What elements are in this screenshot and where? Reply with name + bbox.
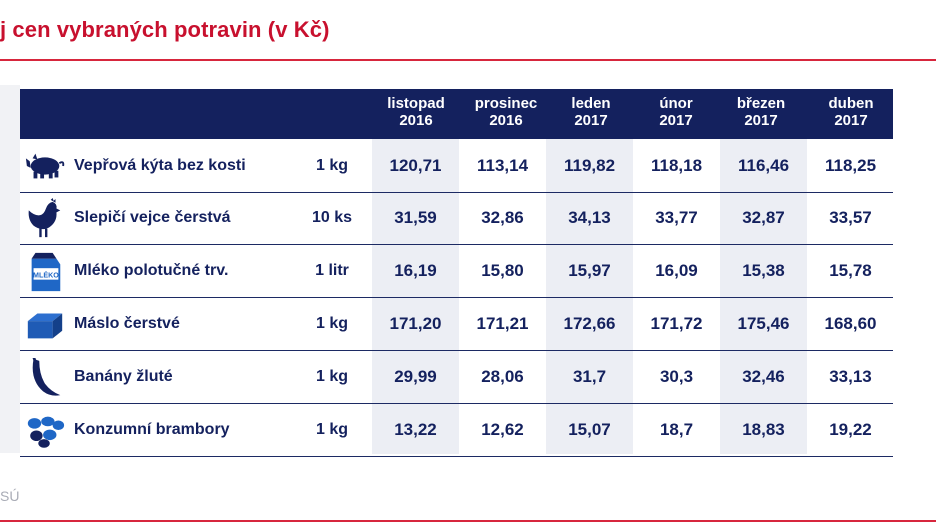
product-unit: 1 kg bbox=[315, 156, 348, 174]
butter-icon bbox=[24, 304, 66, 346]
chart-title: j cen vybraných potravin (v Kč) bbox=[0, 17, 330, 42]
price-cell: 15,80 bbox=[481, 261, 524, 280]
column-shade bbox=[372, 139, 459, 454]
product-name: Máslo čerstvé bbox=[74, 315, 180, 332]
price-cell: 119,82 bbox=[563, 155, 616, 175]
column-shade bbox=[546, 139, 633, 454]
potatoes-icon bbox=[24, 410, 66, 452]
price-cell: 19,22 bbox=[829, 420, 872, 439]
product-unit: 1 litr bbox=[315, 262, 349, 279]
column-year: 2016 bbox=[399, 112, 433, 129]
product-unit: 1 kg bbox=[315, 421, 348, 438]
product-name: Banány žluté bbox=[74, 368, 173, 385]
price-cell: 33,77 bbox=[655, 208, 698, 227]
price-cell: 34,13 bbox=[568, 208, 611, 227]
price-cell: 15,07 bbox=[568, 420, 611, 439]
column-header: leden 2017 bbox=[541, 95, 641, 129]
product-name: Konzumní brambory bbox=[74, 421, 230, 438]
price-cell: 15,38 bbox=[742, 261, 785, 280]
product-name: Vepřová kýta bez kosti bbox=[74, 156, 246, 174]
price-cell: 16,09 bbox=[655, 261, 698, 280]
price-cell: 171,72 bbox=[650, 314, 703, 333]
left-edge-panel bbox=[0, 85, 20, 453]
price-cell: 171,20 bbox=[389, 314, 442, 333]
price-cell: 30,3 bbox=[659, 367, 694, 386]
column-year: 2017 bbox=[659, 112, 693, 129]
column-year: 2017 bbox=[744, 112, 778, 129]
table-row: Máslo čerstvé 1 kg 171,20 171,21 172,66 171,7… bbox=[20, 298, 893, 351]
price-cell: 168,60 bbox=[824, 314, 877, 333]
column-header: listopad 2016 bbox=[366, 95, 466, 129]
banana-icon bbox=[24, 357, 66, 399]
price-cell: 16,19 bbox=[394, 261, 437, 280]
price-cell: 33,57 bbox=[829, 208, 872, 227]
table-row: Vepřová kýta bez kosti 1 kg 120,71 113,14 11… bbox=[20, 139, 893, 193]
price-cell: 32,46 bbox=[742, 367, 785, 386]
column-header: únor 2017 bbox=[626, 95, 726, 129]
price-cell: 18,7 bbox=[659, 420, 694, 439]
price-cell: 120,71 bbox=[389, 155, 442, 175]
column-year: 2017 bbox=[574, 112, 608, 129]
table-row: Banány žluté 1 kg 29,99 28,06 31,7 30,3 32,46 3… bbox=[20, 351, 893, 404]
price-cell: 18,83 bbox=[742, 420, 785, 439]
hen-icon bbox=[24, 198, 66, 240]
column-month: březen bbox=[736, 95, 786, 112]
table-header: listopad 2016 prosinec 2016 leden 2017 únor 201… bbox=[20, 89, 893, 139]
column-year: 2016 bbox=[489, 112, 523, 129]
price-cell: 171,21 bbox=[476, 314, 529, 333]
price-cell: 118,25 bbox=[824, 155, 877, 175]
column-shade bbox=[720, 139, 807, 454]
column-header: prosinec 2016 bbox=[456, 95, 556, 129]
table-row: Konzumní brambory 1 kg 13,22 12,62 15,07 18,7… bbox=[20, 404, 893, 457]
product-name: Mléko polotučné trv. bbox=[74, 262, 229, 279]
table-row: Slepičí vejce čerstvá 10 ks 31,59 32,86 34,1… bbox=[20, 192, 893, 245]
column-header: březen 2017 bbox=[711, 95, 811, 129]
price-cell: 32,87 bbox=[742, 208, 785, 227]
price-cell: 13,22 bbox=[394, 420, 437, 439]
price-cell: 28,06 bbox=[481, 367, 524, 386]
pig-icon bbox=[24, 145, 66, 187]
source-label: SÚ bbox=[0, 488, 20, 504]
price-cell: 12,62 bbox=[481, 420, 524, 439]
price-cell: 31,7 bbox=[572, 367, 607, 386]
price-table: listopad 2016 prosinec 2016 leden 2017 únor 201… bbox=[20, 89, 893, 457]
milk-carton-label: MLÉKO bbox=[33, 270, 59, 279]
product-unit: 10 ks bbox=[311, 209, 353, 226]
price-cell: 33,13 bbox=[829, 367, 872, 386]
price-cell: 172,66 bbox=[563, 314, 616, 333]
price-cell: 113,14 bbox=[476, 155, 529, 175]
price-cell: 116,46 bbox=[737, 155, 790, 175]
column-month: listopad bbox=[387, 95, 445, 112]
price-cell: 175,46 bbox=[737, 314, 790, 333]
title-divider bbox=[0, 59, 936, 61]
price-cell: 15,97 bbox=[568, 261, 611, 280]
product-name: Slepičí vejce čerstvá bbox=[74, 209, 231, 226]
price-cell: 15,78 bbox=[829, 261, 872, 280]
bottom-divider bbox=[0, 520, 936, 522]
product-unit: 1 kg bbox=[315, 368, 348, 385]
milk-carton-icon: MLÉKO bbox=[24, 251, 66, 293]
column-month: leden bbox=[571, 95, 611, 112]
column-header: duben 2017 bbox=[801, 95, 901, 129]
price-cell: 31,59 bbox=[394, 208, 437, 227]
column-year: 2017 bbox=[834, 112, 868, 129]
column-month: únor bbox=[659, 95, 693, 112]
price-cell: 118,18 bbox=[650, 155, 703, 175]
column-month: duben bbox=[828, 95, 874, 112]
product-unit: 1 kg bbox=[315, 315, 348, 332]
column-month: prosinec bbox=[474, 95, 538, 112]
price-cell: 32,86 bbox=[481, 208, 524, 227]
table-row: MLÉKO Mléko polotučné trv. 1 litr 16,19 15,8… bbox=[20, 245, 893, 298]
price-cell: 29,99 bbox=[394, 367, 437, 386]
